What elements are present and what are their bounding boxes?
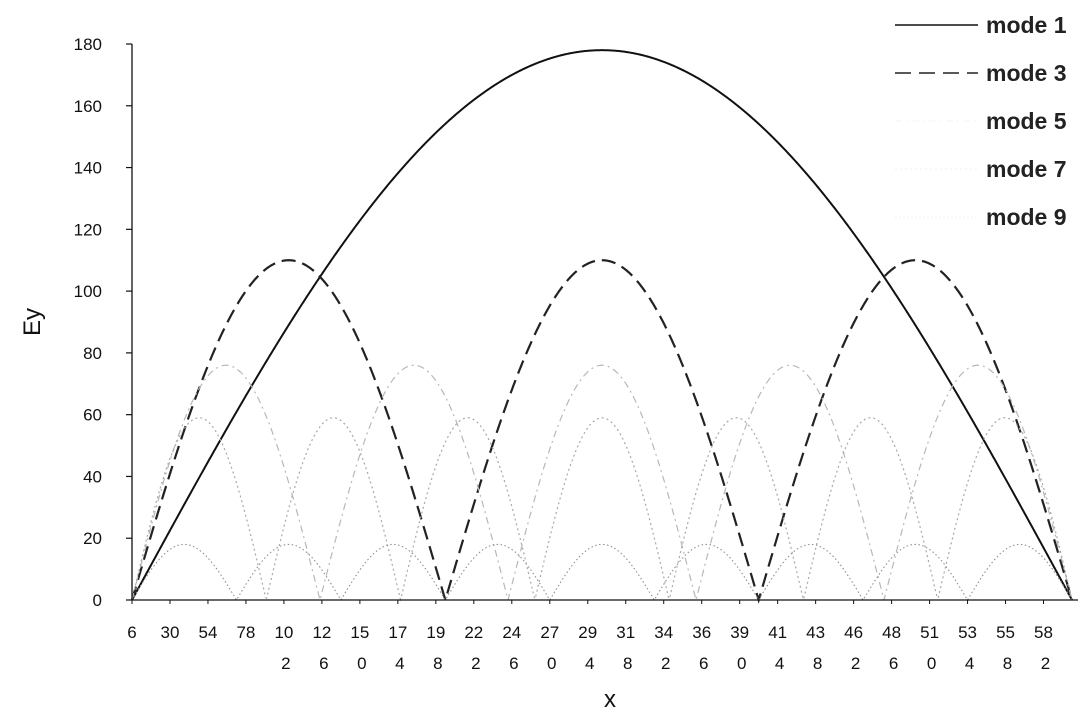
x-tick-label: 27	[540, 623, 559, 642]
series-line-mode-5	[131, 364, 1073, 601]
x-tick-label-line2: 2	[1041, 654, 1050, 673]
x-tick-label: 53	[958, 623, 977, 642]
x-tick-label: 24	[502, 623, 521, 642]
x-tick-label-line2: 2	[661, 654, 670, 673]
x-tick-label: 31	[616, 623, 635, 642]
series-line-mode-3	[130, 259, 1074, 604]
legend: mode 1 mode 3 mode 5 mode 7 mode 9	[895, 12, 1067, 230]
x-tick-label: 58	[1034, 623, 1053, 642]
y-tick-label: 20	[83, 529, 102, 548]
legend-label: mode 3	[986, 60, 1067, 86]
legend-label: mode 7	[986, 156, 1067, 182]
x-tick-label-line2: 4	[585, 654, 594, 673]
x-tick-label: 43	[806, 623, 825, 642]
x-tick-label-line2: 8	[813, 654, 822, 673]
x-tick-label-line2: 4	[395, 654, 404, 673]
x-tick-label-line2: 8	[623, 654, 632, 673]
series-line-mode-7	[131, 417, 1073, 602]
x-tick-label: 22	[464, 623, 483, 642]
y-tick-label: 60	[83, 406, 102, 425]
y-tick-label: 100	[74, 282, 102, 301]
x-tick-label: 54	[198, 623, 217, 642]
y-tick-label: 180	[74, 35, 102, 54]
x-tick-label-line2: 6	[699, 654, 708, 673]
x-tick-label-line2: 0	[927, 654, 936, 673]
x-tick-label: 36	[692, 623, 711, 642]
x-tick-label: 12	[312, 623, 331, 642]
x-tick-label-line2: 2	[851, 654, 860, 673]
series-line-mode-9	[131, 543, 1073, 602]
x-tick-label: 55	[996, 623, 1015, 642]
x-tick-label: 48	[882, 623, 901, 642]
y-tick-label: 40	[83, 467, 102, 486]
x-tick-label-line2: 8	[433, 654, 442, 673]
x-tick-label-line2: 2	[281, 654, 290, 673]
x-tick-label-line2: 4	[965, 654, 974, 673]
x-tick-label: 41	[768, 623, 787, 642]
x-tick-label: 29	[578, 623, 597, 642]
x-tick-label: 39	[730, 623, 749, 642]
y-axis-title: Ey	[19, 308, 46, 336]
x-tick-label: 19	[426, 623, 445, 642]
y-tick-label: 160	[74, 97, 102, 116]
x-tick-label: 15	[350, 623, 369, 642]
legend-label: mode 1	[986, 12, 1067, 38]
x-axis-title: x	[604, 686, 616, 713]
x-tick-label-line2: 4	[775, 654, 784, 673]
x-tick-label: 6	[127, 623, 136, 642]
x-tick-label: 30	[161, 623, 180, 642]
y-tick-label: 120	[74, 220, 102, 239]
x-tick-label-line2: 6	[889, 654, 898, 673]
x-tick-label: 17	[388, 623, 407, 642]
x-tick-label: 46	[844, 623, 863, 642]
x-tick-label: 10	[274, 623, 293, 642]
x-tick-label-line2: 6	[509, 654, 518, 673]
x-tick-label-line2: 0	[357, 654, 366, 673]
legend-label: mode 9	[986, 204, 1067, 230]
y-tick-label: 80	[83, 344, 102, 363]
series-line-mode-1	[131, 49, 1073, 601]
y-tick-label: 140	[74, 159, 102, 178]
x-tick-label-line2: 2	[471, 654, 480, 673]
x-tick-label-line2: 0	[737, 654, 746, 673]
x-tick-label: 51	[920, 623, 939, 642]
x-tick-label-line2: 0	[547, 654, 556, 673]
x-tick-label-line2: 6	[319, 654, 328, 673]
x-tick-label: 78	[236, 623, 255, 642]
x-tick-label-line2: 8	[1003, 654, 1012, 673]
y-tick-label: 0	[93, 591, 102, 610]
x-tick-label: 34	[654, 623, 673, 642]
plot-area	[130, 49, 1074, 604]
legend-label: mode 5	[986, 108, 1067, 134]
